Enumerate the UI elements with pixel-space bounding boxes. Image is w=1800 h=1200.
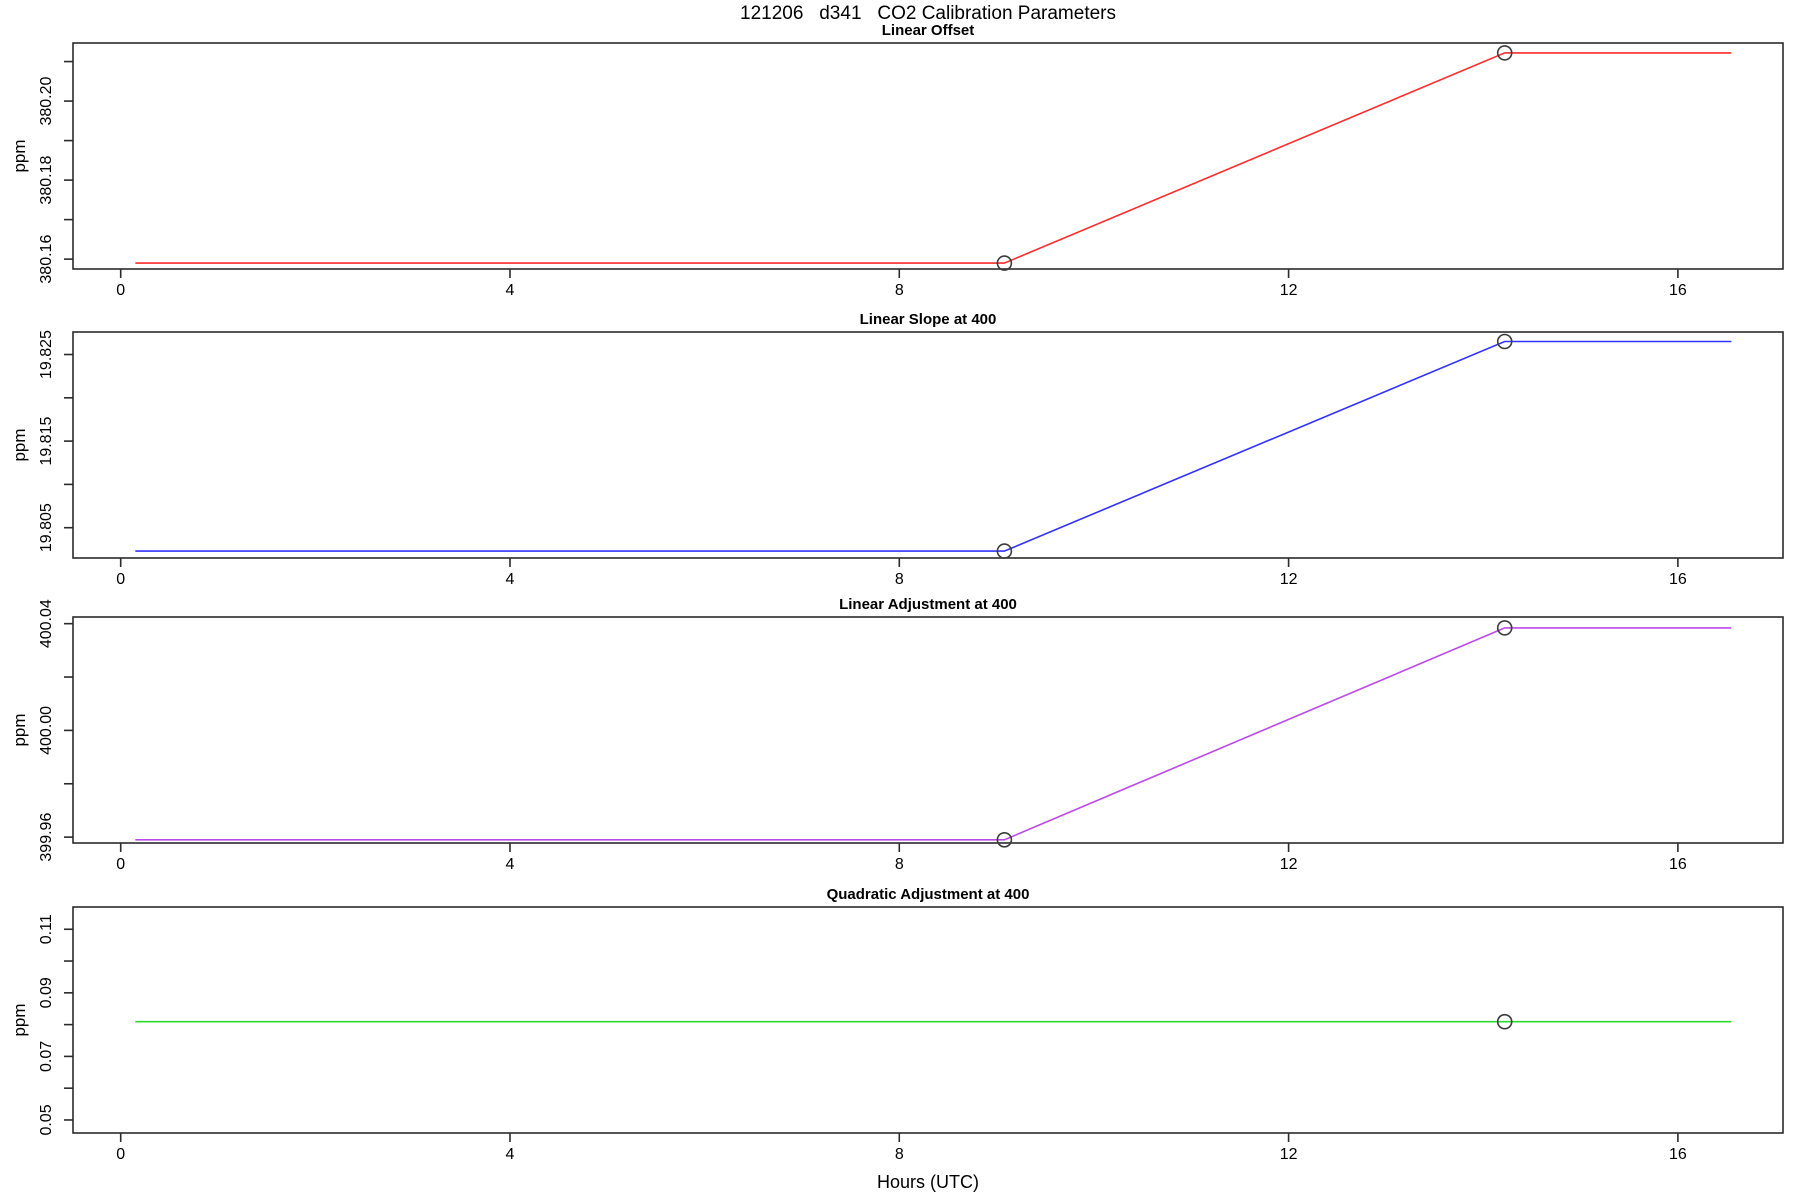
x-tick-label: 16 [1669,1146,1687,1163]
y-axis-title: ppm [10,1003,29,1036]
y-tick-label: 400.04 [38,599,55,648]
x-tick-label: 12 [1280,282,1298,299]
data-point-marker [1496,620,1513,636]
y-tick-label: 19.825 [38,330,55,379]
plot-box [72,42,1784,270]
plot-box [72,616,1784,844]
x-tick-label: 4 [506,1146,515,1163]
series-line [135,52,1732,264]
x-tick-label: 8 [895,1146,904,1163]
x-tick-label: 0 [116,1146,125,1163]
x-tick-label: 4 [506,282,515,299]
y-tick-label: 380.18 [38,156,55,205]
x-tick-label: 16 [1669,282,1687,299]
y-tick-label: 19.815 [38,417,55,466]
y-tick-label: 400.00 [38,706,55,755]
series-line [135,627,1732,841]
y-axis-title: ppm [10,428,29,461]
y-axis-title: ppm [10,139,29,172]
x-tick-label: 16 [1669,856,1687,873]
x-tick-label: 0 [116,856,125,873]
x-tick-label: 12 [1280,571,1298,588]
panel-title: Linear Adjustment at 400 [839,596,1017,613]
y-tick-label: 380.20 [38,77,55,126]
series-line [135,340,1732,552]
x-tick-label: 12 [1280,1146,1298,1163]
y-tick-label: 0.09 [38,977,55,1008]
x-axis-title: Hours (UTC) [877,1172,979,1192]
x-tick-label: 8 [895,571,904,588]
y-tick-label: 0.11 [38,914,55,944]
data-point-marker [1496,45,1513,61]
plot-box [72,906,1784,1134]
x-tick-label: 12 [1280,856,1298,873]
x-tick-label: 4 [506,571,515,588]
y-tick-label: 399.96 [38,813,55,862]
panel-title: Quadratic Adjustment at 400 [827,886,1030,903]
x-tick-label: 16 [1669,571,1687,588]
y-tick-label: 0.05 [38,1104,55,1135]
x-tick-label: 0 [116,571,125,588]
y-tick-label: 380.16 [38,235,55,284]
panel-title: Linear Slope at 400 [860,311,997,328]
y-axis-title: ppm [10,713,29,746]
panel-title: Linear Offset [882,22,975,39]
data-point-marker [996,543,1013,559]
data-point-marker [1496,333,1513,350]
x-tick-label: 0 [116,282,125,299]
x-tick-label: 8 [895,282,904,299]
x-tick-label: 8 [895,856,904,873]
data-point-marker [996,831,1013,848]
figure-title: 121206 d341 CO2 Calibration Parameters [740,3,1116,24]
data-point-marker [1496,1013,1513,1030]
plot-box [72,331,1784,559]
y-tick-label: 0.07 [38,1041,55,1072]
x-tick-label: 4 [506,856,515,873]
data-point-marker [996,255,1013,271]
y-tick-label: 19.805 [38,503,55,552]
